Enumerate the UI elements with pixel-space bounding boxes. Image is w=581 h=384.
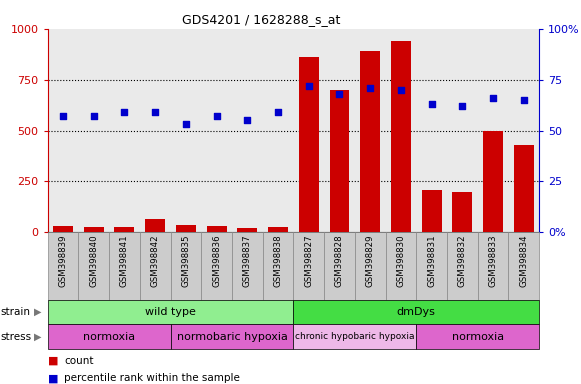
Bar [360,51,380,232]
Point [427,101,436,107]
Text: GSM398840: GSM398840 [89,234,98,287]
Bar [268,227,288,232]
Text: normoxia: normoxia [451,332,504,342]
Bar [48,29,78,232]
Text: normoxia: normoxia [83,332,135,342]
Bar [140,29,171,232]
Point [365,85,375,91]
Bar [483,131,503,232]
Point [150,109,160,115]
Point [243,117,252,123]
Text: percentile rank within the sample: percentile rank within the sample [64,373,240,383]
Bar [263,29,293,232]
Point [181,121,191,127]
Text: GSM398838: GSM398838 [274,234,282,287]
Point [212,113,221,119]
Bar [453,192,472,232]
Bar [478,29,508,232]
Bar [416,29,447,232]
Bar [514,145,534,232]
Bar [422,190,442,232]
Point [274,109,283,115]
Text: chronic hypobaric hypoxia: chronic hypobaric hypoxia [295,333,415,341]
Text: GSM398827: GSM398827 [304,234,313,287]
Bar [114,227,134,232]
Text: GSM398833: GSM398833 [489,234,497,287]
Text: GSM398832: GSM398832 [458,234,467,287]
Text: strain: strain [1,307,31,317]
Bar [176,225,196,232]
Text: GSM398837: GSM398837 [243,234,252,287]
Bar [53,226,73,232]
Bar [84,227,103,232]
Text: GSM398834: GSM398834 [519,234,528,287]
Bar [78,29,109,232]
Bar [109,29,140,232]
Text: GSM398841: GSM398841 [120,234,129,287]
Point [120,109,129,115]
Bar [145,219,165,232]
Text: GSM398842: GSM398842 [150,234,160,287]
Bar [201,29,232,232]
Point [458,103,467,109]
Bar [299,57,319,232]
Point [335,91,344,97]
Bar [238,228,257,232]
Text: GSM398836: GSM398836 [212,234,221,287]
Text: ■: ■ [48,356,58,366]
Text: GSM398839: GSM398839 [59,234,67,287]
Point [58,113,67,119]
Bar [232,29,263,232]
Point [489,95,498,101]
Bar [207,226,227,232]
Bar [447,29,478,232]
Text: wild type: wild type [145,307,196,317]
Point [519,97,529,103]
Text: count: count [64,356,94,366]
Point [304,83,313,89]
Bar [355,29,386,232]
Point [89,113,98,119]
Text: GSM398835: GSM398835 [181,234,191,287]
Bar [508,29,539,232]
Bar [324,29,355,232]
Text: normobaric hypoxia: normobaric hypoxia [177,332,288,342]
Text: GDS4201 / 1628288_s_at: GDS4201 / 1628288_s_at [182,13,340,26]
Bar [171,29,201,232]
Bar [293,29,324,232]
Bar [386,29,416,232]
Text: GSM398831: GSM398831 [427,234,436,287]
Point [396,87,406,93]
Bar [391,41,411,232]
Bar [329,90,349,232]
Text: dmDys: dmDys [397,307,436,317]
Text: GSM398828: GSM398828 [335,234,344,287]
Text: GSM398830: GSM398830 [396,234,406,287]
Text: GSM398829: GSM398829 [365,234,375,287]
Text: stress: stress [1,332,32,342]
Text: ▶: ▶ [34,307,41,317]
Text: ■: ■ [48,373,58,383]
Text: ▶: ▶ [34,332,41,342]
